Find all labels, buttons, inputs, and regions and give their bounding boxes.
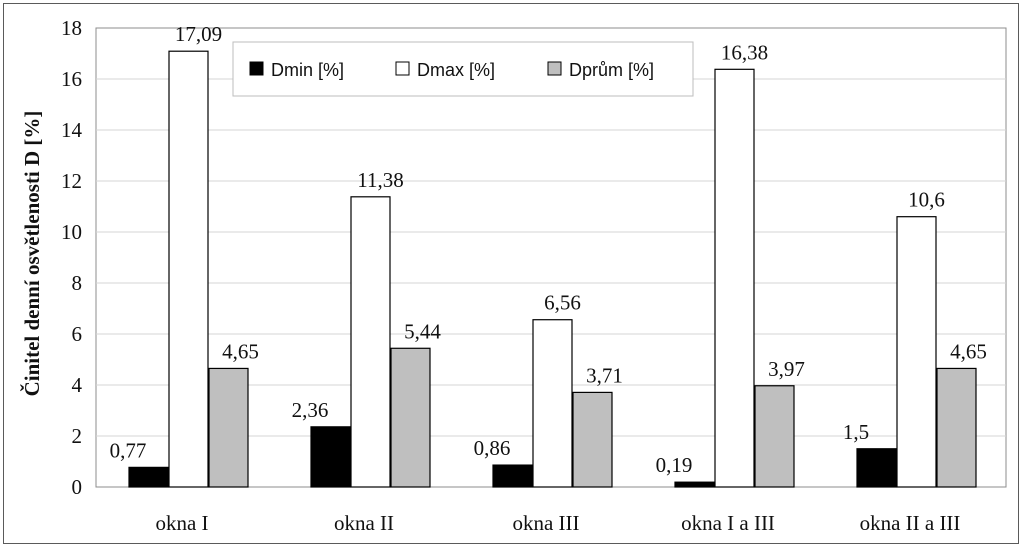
y-tick-label: 4 xyxy=(72,373,83,397)
data-label: 2,36 xyxy=(292,398,329,422)
y-tick-label: 18 xyxy=(61,16,82,40)
x-tick-label: okna I a III xyxy=(681,511,775,535)
bar xyxy=(168,50,209,488)
data-label: 10,6 xyxy=(908,188,945,212)
legend-label: Dmax [%] xyxy=(417,60,495,80)
data-label: 4,65 xyxy=(222,339,259,363)
data-label: 11,38 xyxy=(357,168,403,192)
legend-label: Dmin [%] xyxy=(271,60,344,80)
data-label: 5,44 xyxy=(404,319,441,343)
data-label: 0,19 xyxy=(656,453,693,477)
data-label: 0,86 xyxy=(474,436,511,460)
bar xyxy=(714,68,755,488)
x-tick-label: okna II a III xyxy=(860,511,961,535)
bar xyxy=(390,347,431,488)
y-tick-label: 10 xyxy=(61,220,82,244)
x-tick-label: okna III xyxy=(512,511,579,535)
bar xyxy=(674,481,715,488)
data-label: 0,77 xyxy=(110,438,147,462)
bar xyxy=(128,466,169,488)
y-tick-label: 2 xyxy=(72,424,83,448)
bar xyxy=(310,426,351,488)
bar xyxy=(754,385,795,488)
legend-swatch xyxy=(547,61,562,76)
legend-swatch xyxy=(395,61,410,76)
data-label: 3,71 xyxy=(586,363,623,387)
x-tick-label: okna I xyxy=(155,511,208,535)
bar xyxy=(208,367,249,488)
y-tick-label: 14 xyxy=(61,118,83,142)
data-label: 1,5 xyxy=(843,420,869,444)
bar xyxy=(856,448,897,488)
data-label: 6,56 xyxy=(544,291,581,315)
y-axis-label: Činitel denní osvětlenosti D [%] xyxy=(20,111,44,397)
bar xyxy=(936,367,977,488)
legend xyxy=(232,41,694,97)
bar xyxy=(896,216,937,488)
y-tick-label: 8 xyxy=(72,271,83,295)
x-tick-label: okna II xyxy=(334,511,394,535)
y-tick-label: 6 xyxy=(72,322,83,346)
y-tick-label: 0 xyxy=(72,475,83,499)
legend-swatch xyxy=(249,61,264,76)
bar xyxy=(350,196,391,488)
bar xyxy=(532,319,573,488)
data-label: 17,09 xyxy=(175,22,222,46)
y-tick-label: 16 xyxy=(61,67,82,91)
data-label: 3,97 xyxy=(768,357,805,381)
data-label: 16,38 xyxy=(721,40,768,64)
y-tick-label: 12 xyxy=(61,169,82,193)
bar xyxy=(572,391,613,488)
bar xyxy=(492,464,533,488)
data-label: 4,65 xyxy=(950,339,987,363)
legend-label: Dprům [%] xyxy=(569,60,654,80)
